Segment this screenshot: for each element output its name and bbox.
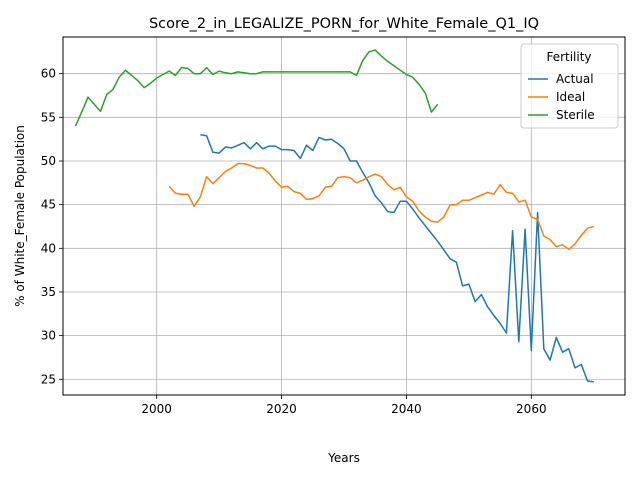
x-tick-label: 2060 bbox=[516, 402, 547, 416]
y-tick-label: 50 bbox=[41, 154, 56, 168]
legend: Fertility Actual Ideal Sterile bbox=[520, 43, 619, 129]
y-tick-label: 35 bbox=[41, 285, 56, 299]
series-line-actual bbox=[200, 134, 594, 383]
legend-label-sterile: Sterile bbox=[556, 108, 595, 122]
legend-label-ideal: Ideal bbox=[556, 90, 585, 104]
series-layer bbox=[74, 49, 594, 383]
y-tick-label: 30 bbox=[41, 329, 56, 343]
x-tick-label: 2000 bbox=[141, 402, 172, 416]
y-axis: 25 30 35 40 45 50 55 60 bbox=[41, 67, 63, 386]
y-tick-label: 25 bbox=[41, 372, 56, 386]
chart-title: Score_2_in_LEGALIZE_PORN_for_White_Femal… bbox=[149, 16, 539, 32]
y-tick-label: 60 bbox=[41, 67, 56, 81]
y-axis-label: % of White_Female Population bbox=[13, 125, 27, 307]
x-axis: 2000 2020 2040 2060 bbox=[141, 395, 547, 416]
series-line-ideal bbox=[168, 162, 594, 250]
x-tick-label: 2020 bbox=[266, 402, 297, 416]
legend-title: Fertility bbox=[546, 50, 591, 64]
legend-box bbox=[520, 43, 619, 129]
series-line-sterile bbox=[74, 49, 439, 127]
plot-frame bbox=[62, 36, 626, 396]
x-axis-label: Years bbox=[327, 451, 360, 465]
y-tick-label: 45 bbox=[41, 198, 56, 212]
y-tick-label: 40 bbox=[41, 241, 56, 255]
y-tick-label: 55 bbox=[41, 110, 56, 124]
legend-label-actual: Actual bbox=[556, 72, 594, 86]
x-tick-label: 2040 bbox=[391, 402, 422, 416]
